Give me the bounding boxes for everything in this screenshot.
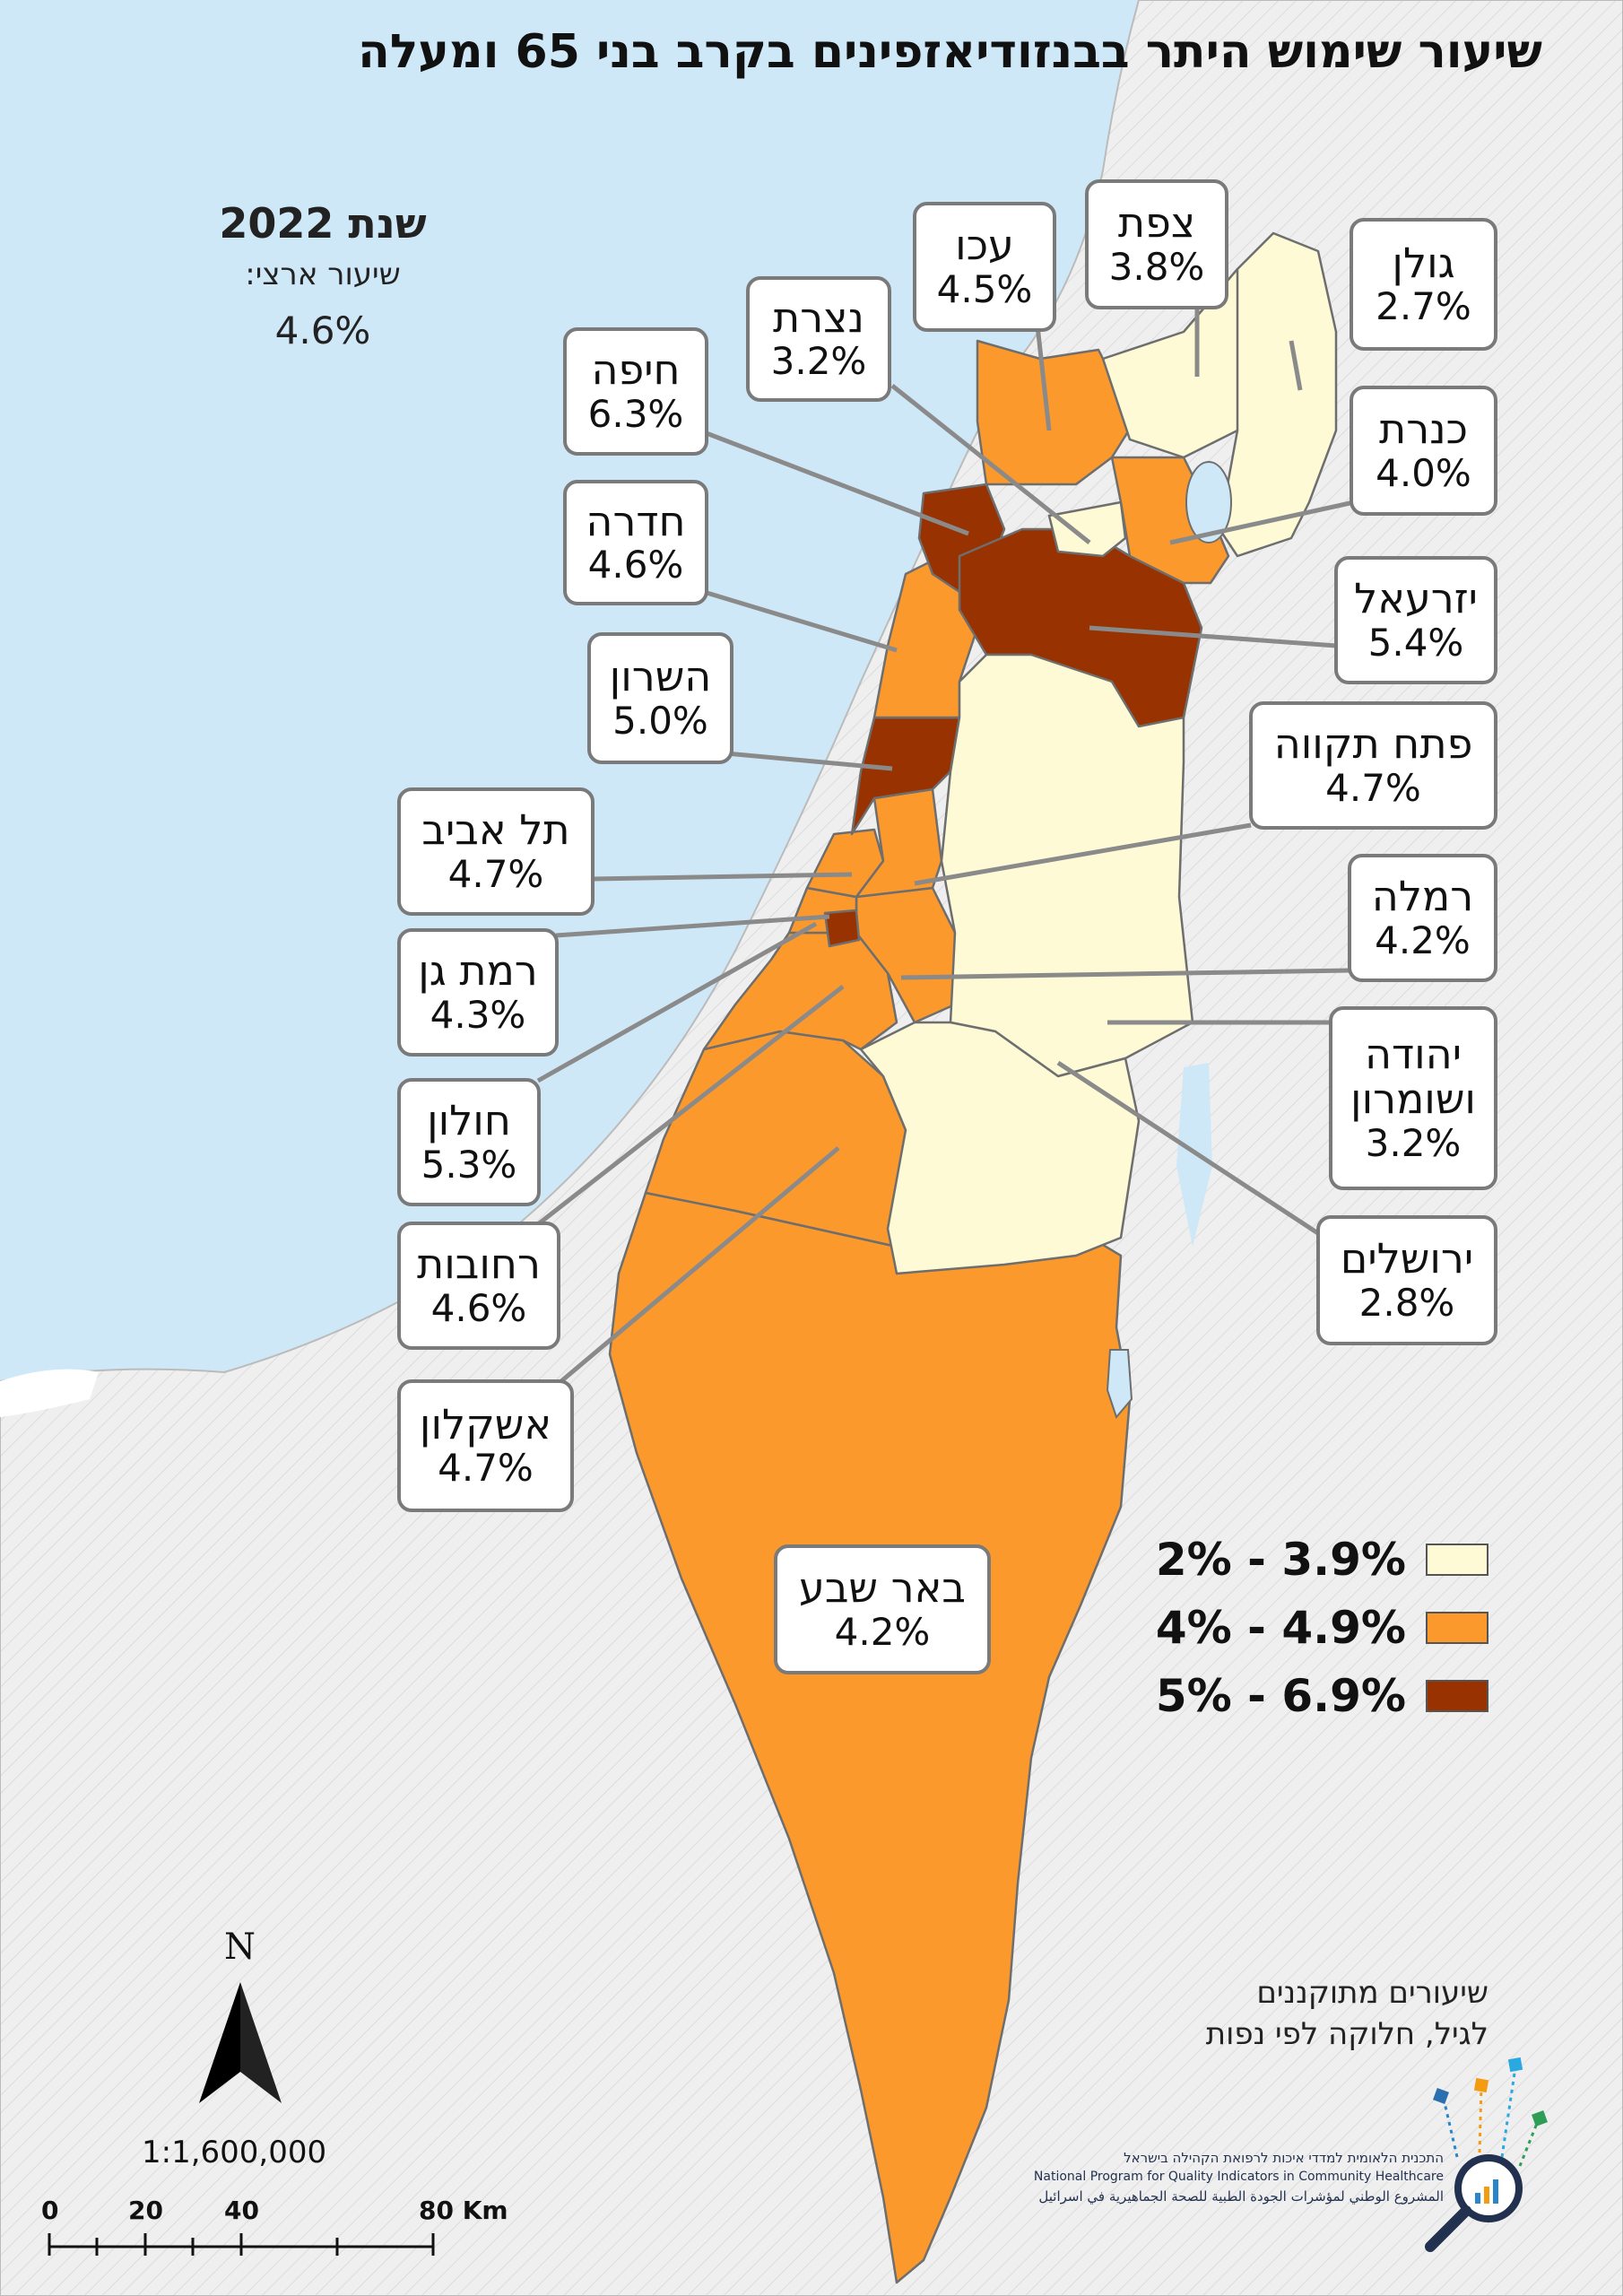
legend-swatch — [1426, 1544, 1488, 1576]
legend-range: 4% - 4.9% — [1155, 1602, 1406, 1654]
district-name: יזרעאל — [1354, 574, 1478, 623]
district-value: 6.3% — [587, 391, 684, 436]
legend-range: 5% - 6.9% — [1155, 1670, 1406, 1722]
legend-item-mid: 4% - 4.9% — [1156, 1602, 1488, 1654]
leader-lines — [536, 309, 1355, 1387]
legend-item-high: 5% - 6.9% — [1156, 1670, 1488, 1722]
legend-swatch — [1426, 1612, 1488, 1644]
dead-sea-south — [1106, 1349, 1133, 1419]
label-tzfat: צפת 3.8% — [1085, 179, 1228, 309]
map-title: שיעור שימוש היתר בבנזודיאזפינים בקרב בני… — [358, 25, 1542, 79]
district-value: 4.5% — [936, 266, 1033, 311]
label-yizreel: יזרעאל 5.4% — [1334, 556, 1497, 684]
district-value: 5.4% — [1367, 620, 1464, 665]
north-arrow-icon-right — [240, 1982, 282, 2103]
scale-tick-20: 20 — [128, 2196, 163, 2225]
district-akko — [976, 339, 1136, 486]
district-jerusalem — [859, 1021, 1141, 1275]
district-value: 5.0% — [612, 698, 708, 743]
district-value: 4.2% — [834, 1609, 931, 1654]
district-name: השרון — [609, 652, 712, 701]
district-value: 4.7% — [1325, 765, 1421, 810]
district-name: רחובות — [417, 1239, 541, 1289]
district-ramat-gan — [823, 909, 861, 948]
logo-magnifier-icon — [1425, 2057, 1548, 2252]
label-sharon: השרון 5.0% — [587, 632, 733, 764]
sea-of-galilee — [1185, 461, 1232, 544]
district-value: 4.3% — [430, 992, 526, 1037]
district-value: 2.8% — [1358, 1280, 1455, 1325]
label-judea-samaria: יהודה ושומרון 3.2% — [1329, 1006, 1497, 1190]
scale-bar — [48, 2233, 435, 2256]
district-name: כנרת — [1379, 404, 1468, 454]
label-haifa: חיפה 6.3% — [563, 327, 708, 456]
district-nazareth — [1047, 500, 1127, 558]
year-label: שנת 2022 — [219, 199, 427, 248]
district-name: רמת גן — [418, 946, 538, 996]
district-name: תל אביב — [421, 805, 570, 855]
label-nazareth: נצרת 3.2% — [746, 276, 891, 402]
rates-note-line2: לגיל, חלוקה לפי נפות — [1205, 2015, 1488, 2052]
scale-tick-0: 0 — [41, 2196, 59, 2225]
label-jerusalem: ירושלים 2.8% — [1316, 1215, 1497, 1345]
label-holon: חולון 5.3% — [397, 1078, 541, 1206]
logo-text-he: התכנית הלאומית למדדי איכות לרפואת הקהילה… — [1124, 2150, 1444, 2166]
district-value: 3.8% — [1108, 244, 1205, 289]
national-rate-value: 4.6% — [274, 309, 371, 352]
north-arrow-icon — [199, 1982, 240, 2103]
label-golan: גולן 2.7% — [1350, 218, 1497, 351]
district-name: חולון — [427, 1096, 511, 1145]
district-value: 4.0% — [1376, 450, 1471, 495]
district-value: 3.2% — [770, 339, 867, 384]
district-name: חדרה — [586, 496, 686, 545]
district-name: פתח תקווה — [1273, 719, 1473, 769]
legend-swatch — [1426, 1680, 1488, 1712]
district-name: גולן — [1392, 238, 1455, 287]
district-name: יהודה ושומרון — [1350, 1029, 1476, 1124]
district-ramla — [855, 886, 957, 1024]
national-rate-label: שיעור ארצי: — [245, 257, 401, 292]
district-name: עכו — [955, 221, 1014, 270]
rates-note-line1: שיעורים מתוקננים — [1256, 1975, 1488, 2011]
rates-note: שיעורים מתוקננים לגיל, חלוקה לפי נפות — [1206, 1973, 1488, 2056]
district-name: באר שבע — [799, 1563, 966, 1613]
logo-text-en: National Program for Quality Indicators … — [1033, 2170, 1444, 2184]
logo-text-ar: المشروع الوطني لمؤشرات الجودة الطبية للص… — [1038, 2188, 1444, 2205]
district-value: 4.2% — [1375, 918, 1471, 962]
label-kinneret: כנרת 4.0% — [1350, 386, 1497, 516]
label-akko: עכו 4.5% — [913, 202, 1056, 332]
coast-sand — [0, 1369, 99, 1417]
scale-ratio: 1:1,600,000 — [142, 2135, 327, 2170]
year-block: שנת 2022 שיעור ארצי: 4.6% — [170, 199, 475, 352]
district-value: 4.6% — [430, 1285, 527, 1330]
district-value: 2.7% — [1376, 284, 1471, 329]
label-ramat-gan: רמת גן 4.3% — [397, 928, 559, 1057]
label-beer-sheva: באר שבע 4.2% — [774, 1544, 991, 1674]
district-value: 5.3% — [421, 1142, 517, 1187]
scale-tick-80: 80 Km — [419, 2196, 508, 2225]
district-name: נצרת — [773, 292, 864, 342]
district-name: רמלה — [1371, 872, 1474, 921]
legend-item-low: 2% - 3.9% — [1156, 1534, 1488, 1586]
district-name: ירושלים — [1340, 1234, 1474, 1283]
district-name: אשקלון — [419, 1399, 552, 1448]
label-ramla: רמלה 4.2% — [1348, 854, 1497, 982]
label-rehovot: רחובות 4.6% — [397, 1222, 560, 1350]
label-hadera: חדרה 4.6% — [563, 480, 708, 605]
district-name: צפת — [1117, 198, 1196, 248]
label-petah-tikva: פתח תקווה 4.7% — [1249, 701, 1497, 830]
district-value: 4.6% — [587, 543, 684, 587]
district-name: חיפה — [591, 345, 681, 395]
north-label: N — [224, 1926, 256, 1968]
district-value: 4.7% — [438, 1446, 534, 1491]
legend-range: 2% - 3.9% — [1155, 1534, 1406, 1586]
district-value: 4.7% — [447, 851, 544, 896]
label-ashkelon: אשקלון 4.7% — [397, 1379, 574, 1512]
district-value: 3.2% — [1365, 1120, 1462, 1165]
scale-tick-40: 40 — [224, 2196, 259, 2225]
label-tel-aviv: תל אביב 4.7% — [397, 787, 595, 916]
